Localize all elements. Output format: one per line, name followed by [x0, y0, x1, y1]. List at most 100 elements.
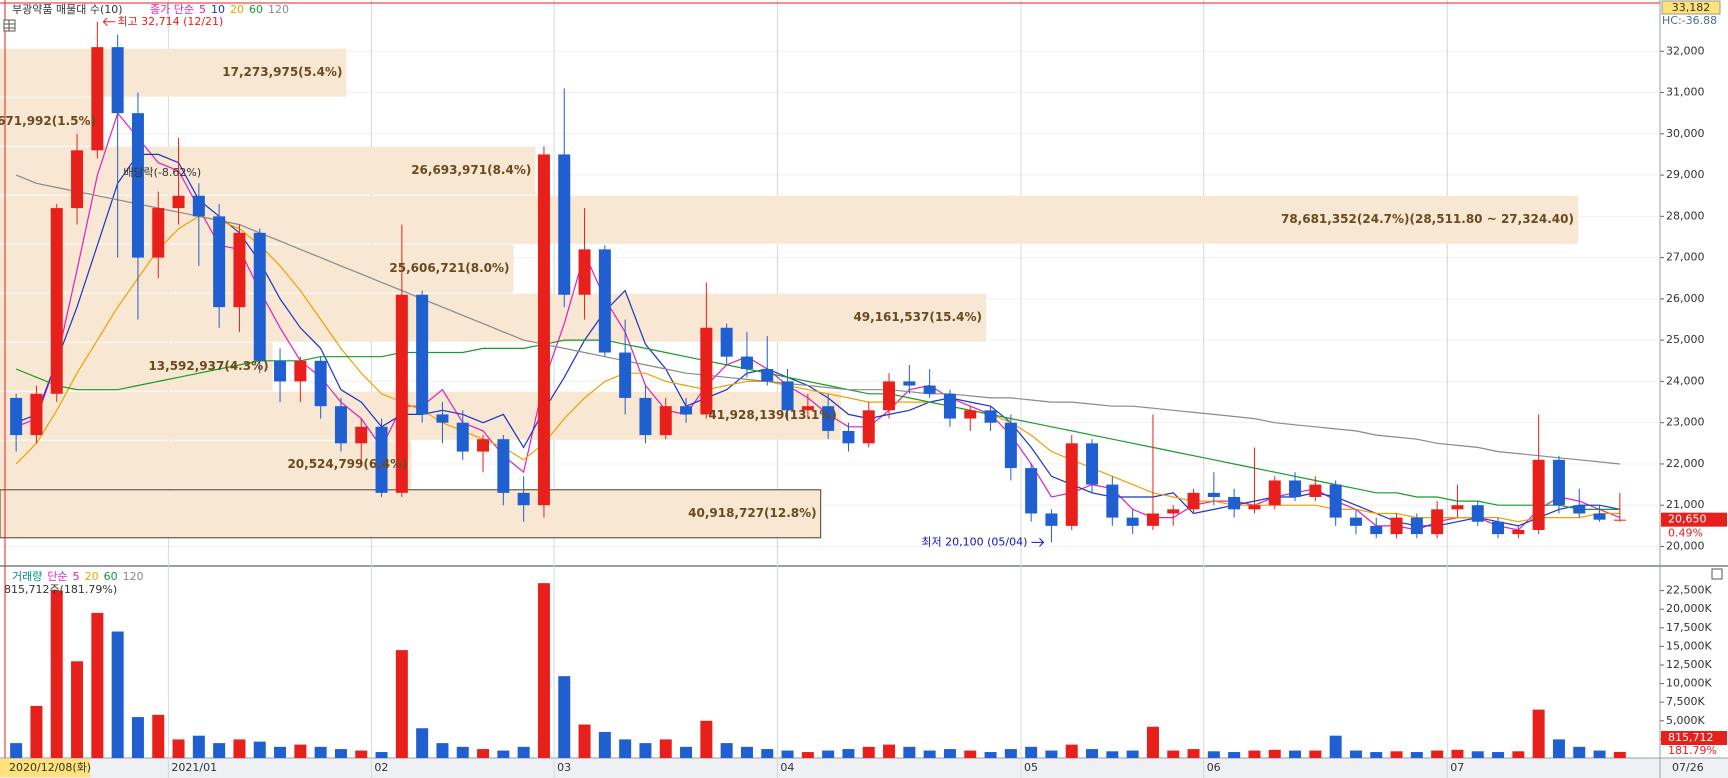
volume-bar [71, 661, 84, 758]
candle-body [1126, 517, 1139, 526]
volume-bar [152, 714, 165, 758]
y-tick-label: 10,000K [1666, 677, 1712, 690]
candle-body [1613, 519, 1626, 521]
volume-bar [1146, 726, 1159, 758]
volume-bar [781, 750, 794, 758]
volume-profile-label: 41,928,139(13.1%) [708, 408, 837, 422]
volume-bar [355, 750, 368, 758]
candle-body [1451, 505, 1464, 510]
volume-bar [1004, 749, 1017, 758]
low-arrow [1031, 538, 1045, 547]
dividend-annotation: 배당락(-8.62%) [123, 166, 201, 179]
y-tick-label: 20,000K [1666, 602, 1712, 615]
volume-profile-band [0, 489, 822, 539]
y-tick-label: 26,000 [1666, 292, 1705, 305]
volume-bar [923, 750, 936, 758]
volume-bar [477, 749, 490, 758]
header-value-box [1661, 0, 1721, 15]
y-tick-label: 30,000 [1666, 127, 1705, 140]
volume-bar [456, 746, 469, 758]
volume-bar [1410, 752, 1423, 758]
y-tick-label: 27,000 [1666, 251, 1705, 264]
candle-body [1410, 517, 1423, 535]
volume-bar [1431, 750, 1444, 758]
volume-title: 거래량 [12, 570, 42, 583]
candle-body [1065, 443, 1078, 526]
volume-bar [274, 746, 287, 758]
candle-body [1187, 492, 1200, 510]
volume-profile-label: 78,681,352(24.7%)(28,511.80 ~ 27,324.40) [1281, 212, 1574, 226]
volume-profile-label: 49,161,537(15.4%) [853, 310, 982, 324]
volume-bar [700, 720, 713, 758]
last-price-label: 20,650 [1668, 513, 1707, 526]
volume-bar [659, 739, 672, 758]
volume-bar [639, 743, 652, 758]
candle-body [253, 232, 266, 361]
volume-profile-label: 40,918,727(12.8%) [688, 506, 817, 520]
candle-body [862, 410, 875, 444]
volume-bar [436, 743, 449, 758]
volume-bar [1390, 751, 1403, 758]
candle-body [152, 208, 165, 258]
volume-bar [1167, 750, 1180, 758]
volume-bar [497, 750, 510, 758]
ma-legend-item: 5 [199, 3, 206, 16]
volume-bar [233, 739, 246, 758]
volume-profile-band [0, 440, 412, 489]
volume-profile-label: 17,273,975(5.4%) [222, 65, 342, 79]
volume-bar [50, 590, 63, 758]
candle-body [436, 414, 449, 423]
candle-body [558, 154, 571, 295]
candle-body [1289, 480, 1302, 497]
volume-bar [1045, 750, 1058, 758]
candle-body [517, 492, 530, 506]
volume-profile-label: 4,671,992(1.5%) [0, 114, 96, 128]
volume-bar [111, 631, 124, 758]
candle-body [1004, 422, 1017, 469]
candle-body [720, 327, 733, 357]
volume-bar [1613, 751, 1626, 758]
volume-info: 815,712주(181.79%) [4, 583, 117, 596]
volume-bar [619, 739, 632, 758]
candle-body [1431, 509, 1444, 535]
volume-bar [1492, 752, 1505, 758]
moving-average-line [15, 111, 1621, 531]
volume-bar [903, 746, 916, 758]
volume-bar [192, 735, 205, 758]
candle-body [964, 410, 977, 419]
candle-body [1532, 459, 1545, 530]
y-tick-label: 17,500K [1666, 621, 1712, 634]
volume-profile-band [0, 293, 986, 342]
candle-body [1329, 484, 1342, 518]
candle-body [801, 406, 814, 411]
ma-legend-label: 종가 단순 [150, 3, 194, 16]
volume-bar [558, 676, 571, 758]
candle-body [1309, 484, 1322, 497]
volume-bar [395, 650, 408, 758]
candle-body [456, 422, 469, 452]
candle-body [1471, 505, 1484, 522]
volume-bar [172, 739, 185, 758]
volume-legend-item: 120 [123, 570, 144, 583]
volume-bar [801, 752, 814, 758]
volume-bar [30, 705, 43, 758]
moving-average-line [15, 174, 1620, 465]
candle-body [1593, 513, 1606, 520]
candle-body [213, 216, 226, 308]
candle-body [1370, 525, 1383, 535]
volume-bar [334, 749, 347, 758]
candle-body [30, 393, 43, 436]
volume-profile-label: 26,693,971(8.4%) [411, 163, 531, 177]
candle-body [1390, 517, 1403, 535]
candle-body [131, 113, 144, 258]
candle-body [192, 195, 205, 217]
volume-profile-label: 20,524,799(6.4%) [287, 457, 407, 471]
y-tick-label: 22,000 [1666, 457, 1705, 470]
ma-legend-item: 10 [211, 3, 225, 16]
ma-legend: 종가 단순 5 10 20 60 120 [150, 3, 289, 16]
candle-body [1248, 505, 1261, 510]
y-tick-label: 21,000 [1666, 498, 1705, 511]
close-panel-button[interactable] [1711, 568, 1723, 580]
candle-body [172, 195, 185, 209]
